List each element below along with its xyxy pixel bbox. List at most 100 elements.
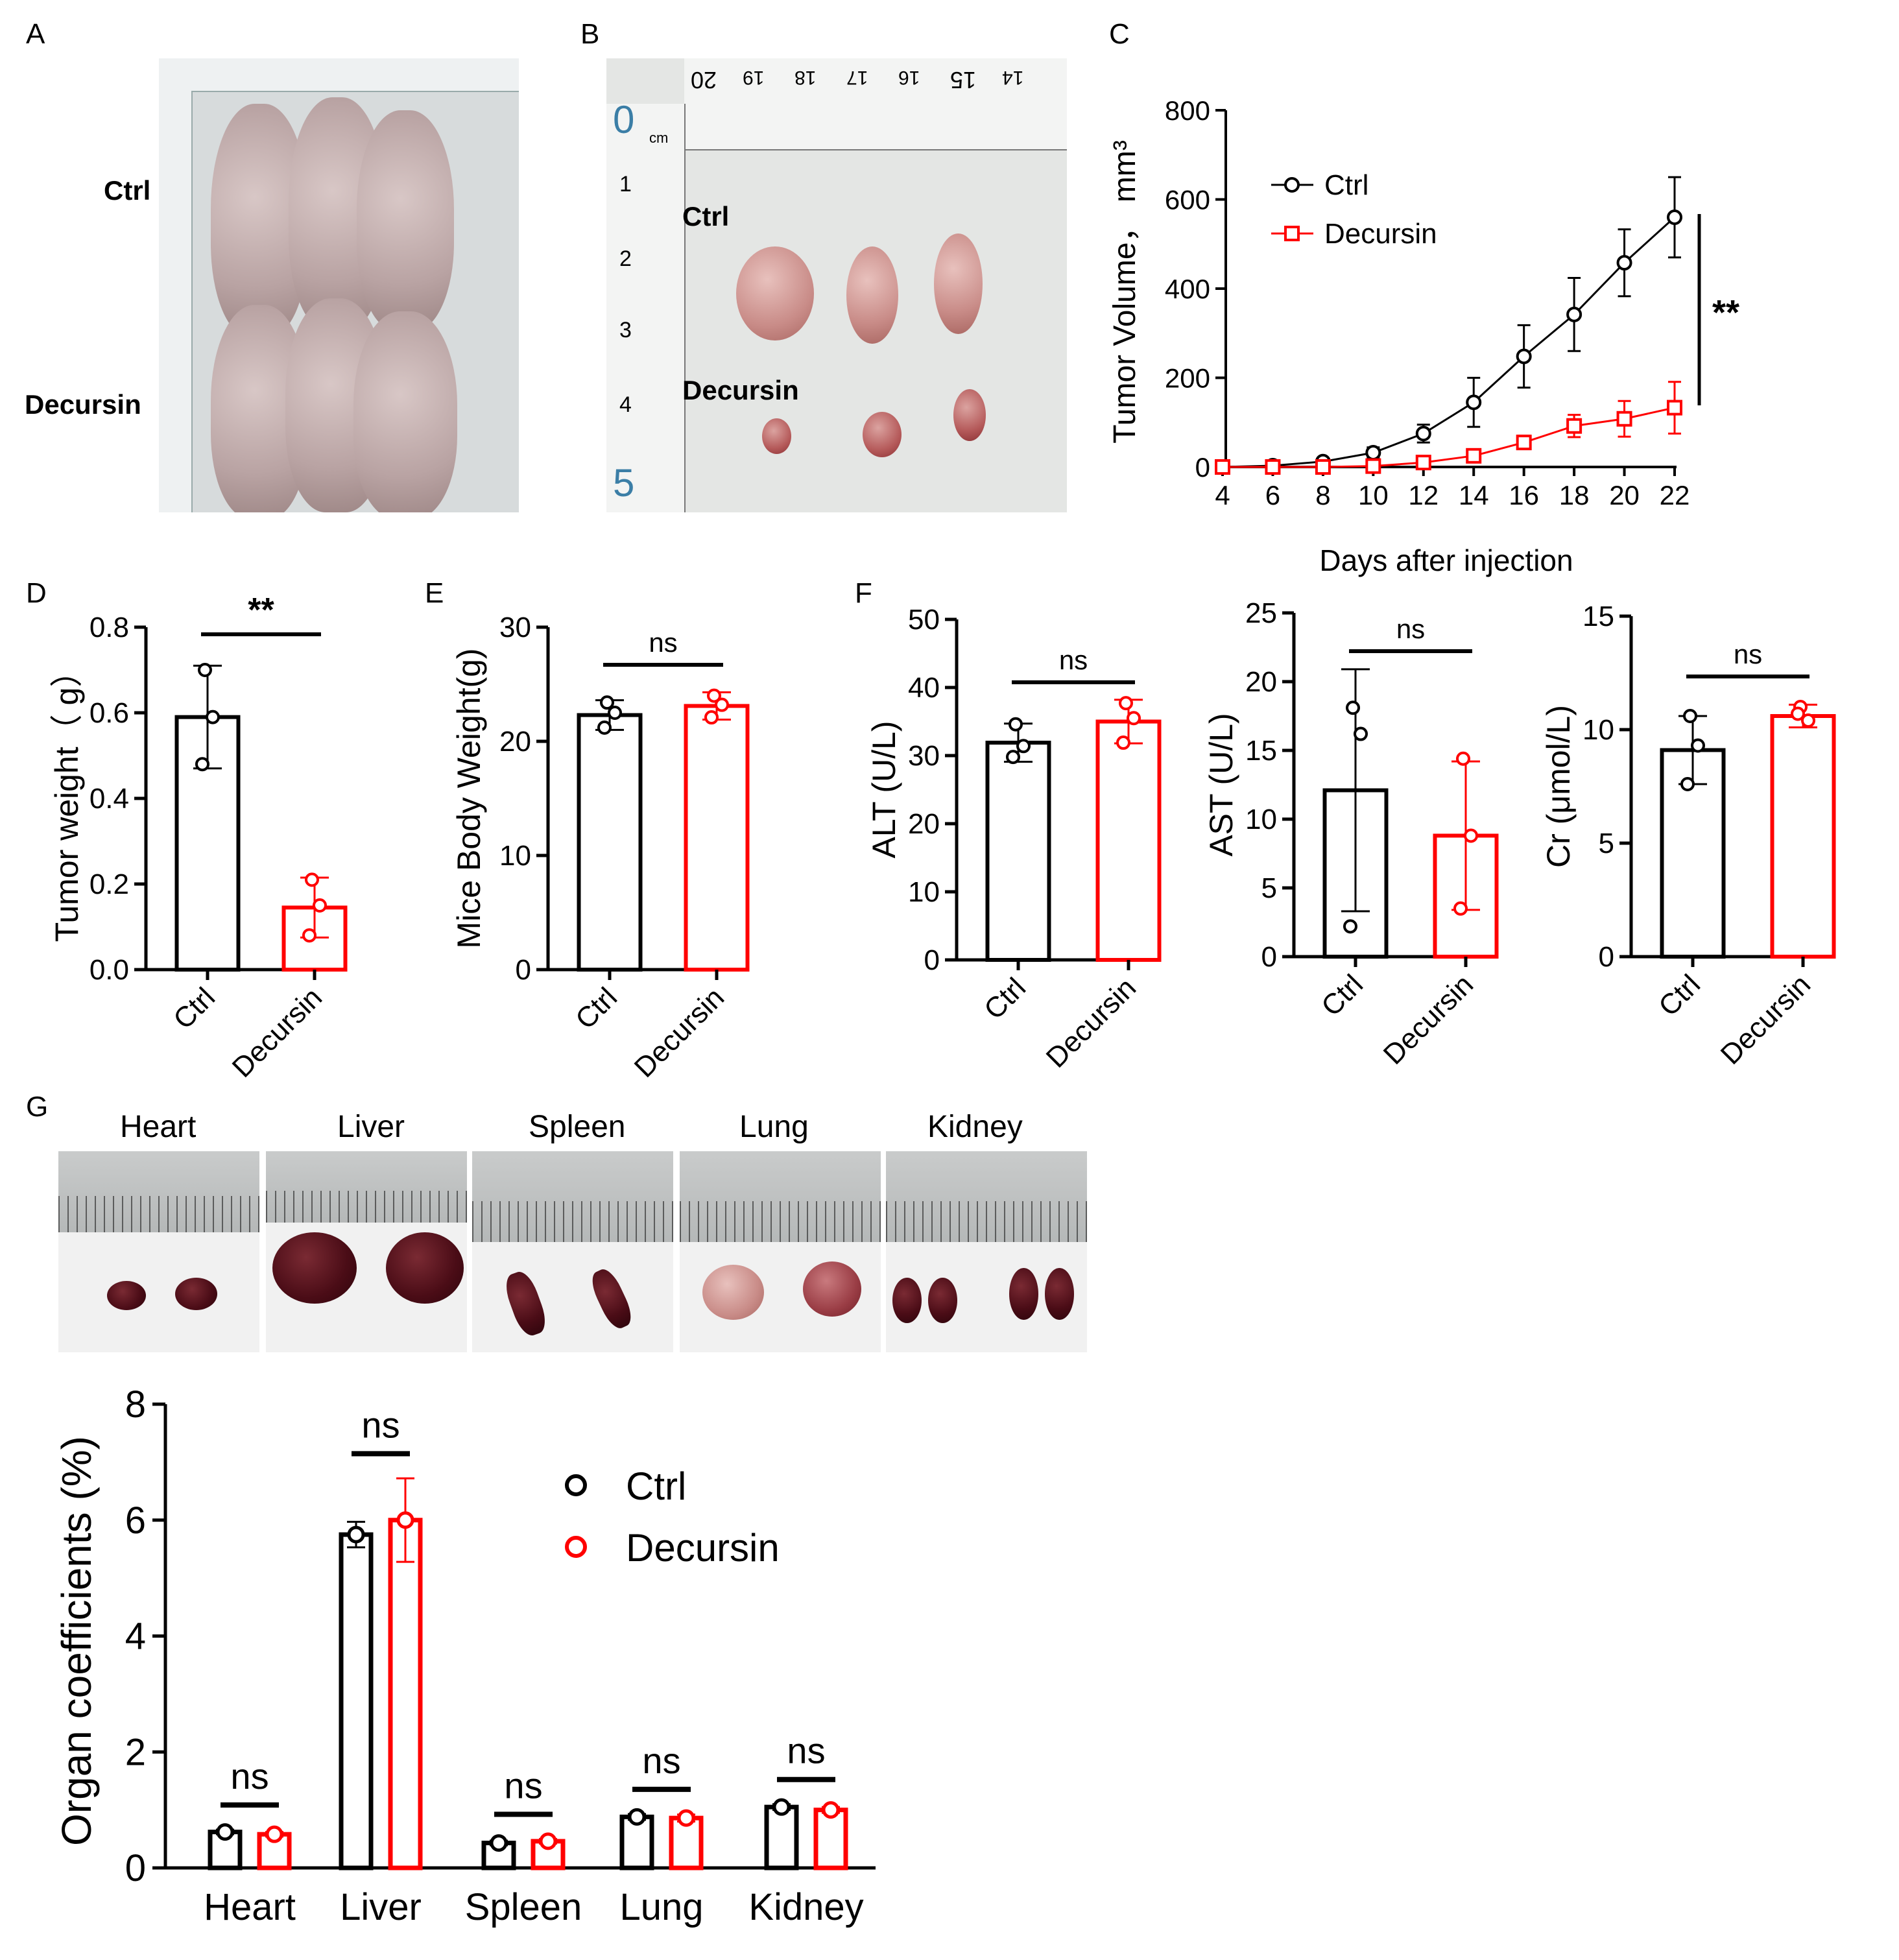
data-point [1346,700,1360,715]
bar-decursin [388,1518,423,1870]
y-tick-label: 0 [1261,941,1277,973]
panel-letter-c: C [1109,18,1130,50]
panel-letter-e: E [425,577,444,609]
significance-label: ** [248,597,274,629]
data-point [1456,751,1470,766]
organ-title-liver: Liver [337,1110,405,1144]
x-tick-label: Kidney [748,1886,863,1928]
y-axis-label: Tumor weight（ g） [49,655,85,942]
bar-ctrl [764,1804,799,1870]
data-point [302,928,316,943]
data-point [772,1798,791,1816]
tumor-ctrl [736,246,814,341]
significance-label: ns [1059,645,1088,675]
data-point [1009,717,1023,732]
y-axis-label: ALT (U/L) [866,721,902,858]
y-tick-label: 600 [1165,185,1210,215]
photo-heart [58,1151,259,1352]
y-tick-label: 10 [908,876,940,908]
panel-letter-g: G [26,1091,49,1123]
photo-mice [159,58,519,512]
ruler-top-17: 17 [846,67,868,88]
data-point [195,757,209,772]
data-point [396,1511,414,1529]
ruler-vertical [159,58,193,512]
data-point [539,1832,557,1850]
data-point [677,1809,695,1827]
data-point [1365,458,1381,474]
significance-label: ns [649,627,677,658]
significance-label: ns [504,1765,542,1806]
panel-letter-a: A [26,18,45,50]
chart-ast: 0 5 10 15 20 25 AST (U/L) Ctrl Decursin ns [1206,597,1499,1071]
ruler-side-3: 3 [619,318,632,342]
data-point [600,695,614,710]
data-point [1516,435,1532,451]
y-axis-label: Cr (μmol/L) [1544,705,1577,868]
data-point [1791,706,1805,721]
data-point [822,1801,840,1819]
legend-marker [1284,226,1300,241]
data-point [198,663,212,677]
photo-kidney [886,1151,1087,1352]
data-point [1566,306,1582,322]
data-point [305,872,319,887]
y-tick-label: 800 [1165,95,1210,126]
legend-label: Ctrl [1324,169,1368,201]
data-point [216,1823,234,1841]
organ-title-heart: Heart [120,1110,197,1144]
data-point [265,1825,283,1843]
legend-label: Ctrl [626,1464,686,1508]
data-point [608,706,622,720]
organ-title-kidney: Kidney [927,1110,1023,1144]
ruler-top-20: 20 [691,67,717,93]
mouse [353,311,457,512]
x-tick-label: Ctrl [1653,968,1706,1022]
label-decursin-b: Decursin [682,375,799,405]
tumor-decursin [863,412,902,457]
organ-spleen [501,1268,551,1339]
ruler-side-2: 2 [619,246,632,271]
significance-label: ns [230,1756,269,1797]
x-tick-label: 18 [1559,480,1590,510]
y-tick-label: 6 [125,1500,146,1542]
photo-lung [680,1151,881,1352]
data-point [206,710,220,724]
data-point [1466,394,1482,411]
significance-label: ns [642,1740,680,1781]
ruler-top-14: 14 [1002,67,1024,88]
ruler-top-15: 15 [950,67,977,93]
data-point [1691,738,1705,753]
panel-letter-f: F [855,577,872,609]
x-tick-label: Ctrl [167,981,221,1035]
data-point [628,1808,646,1826]
y-tick-label: 4 [125,1616,146,1658]
x-tick-label: Ctrl [569,981,623,1035]
data-point [704,710,719,725]
y-tick-label: 0.6 [90,697,129,729]
data-point [490,1834,508,1852]
ruler-side-0: 0 [613,98,635,141]
tumor-ctrl [934,233,983,334]
bar-ctrl [577,713,643,972]
x-tick-label: 22 [1660,480,1690,510]
data-point [1315,459,1331,475]
data-point [1516,348,1532,365]
y-tick-label: 10 [1582,714,1614,746]
ruler-unit: cm [649,130,669,146]
legend-label: Decursin [626,1526,780,1570]
legend-marker [1284,177,1300,193]
x-tick-label: Lung [619,1886,703,1928]
y-tick-label: 50 [908,604,940,636]
organ-lung [803,1261,861,1317]
data-point [1566,418,1582,434]
organ-heart [107,1281,146,1310]
data-point [1667,209,1682,225]
data-point [1415,455,1431,471]
data-point [1119,696,1133,711]
data-point [1680,777,1695,791]
label-ctrl-b: Ctrl [682,201,730,232]
y-tick-label: 20 [908,808,940,840]
y-axis-label: Tumor Volume， mm³ [1108,140,1142,444]
